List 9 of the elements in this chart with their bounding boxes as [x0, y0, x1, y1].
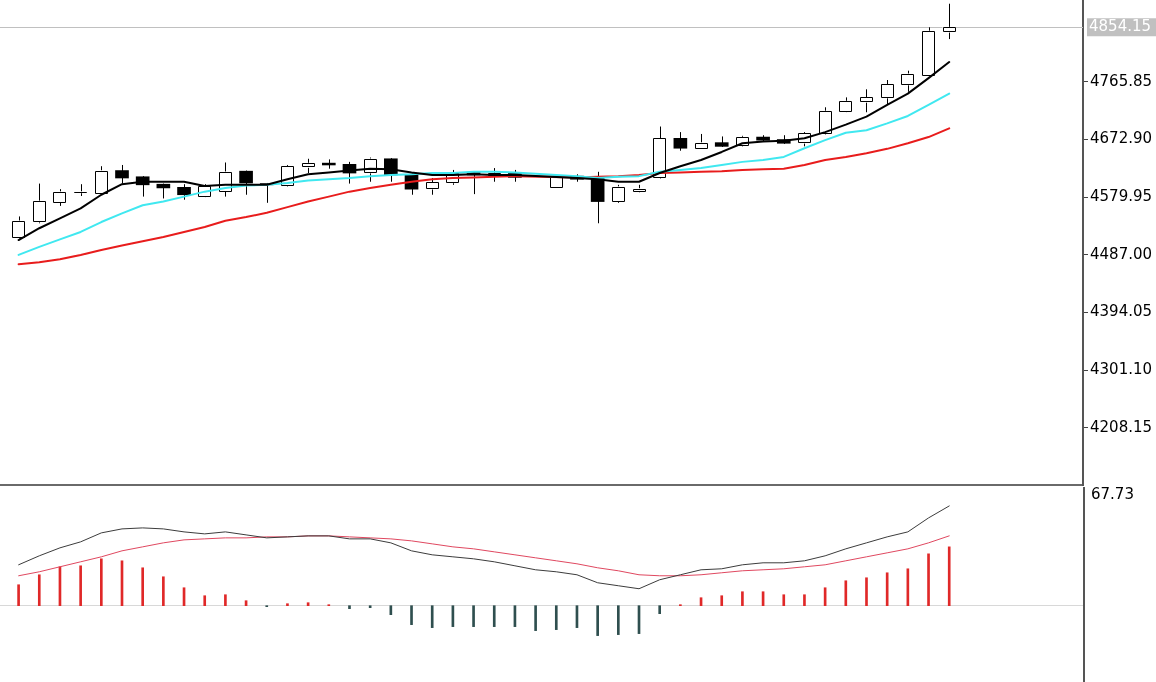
y-tick-label: 4579.95: [1090, 187, 1153, 206]
text: 67.73: [1091, 485, 1134, 504]
y-tick-label: 4394.05: [1090, 302, 1153, 321]
ref-line-label: 4854.15: [1089, 17, 1152, 36]
y-tick-label: 4765.85: [1090, 71, 1153, 90]
y-tick-label: 4672.90: [1090, 129, 1153, 148]
y-tick-label: 4301.10: [1090, 360, 1153, 379]
y-tick-label: 4208.15: [1090, 417, 1153, 436]
y-tick-label: 4487.00: [1090, 244, 1153, 263]
